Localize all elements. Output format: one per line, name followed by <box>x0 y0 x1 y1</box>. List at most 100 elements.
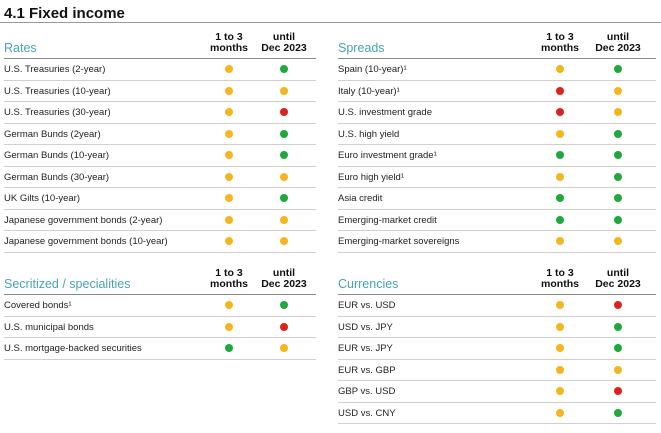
header-divider <box>4 58 316 59</box>
long-term-column-header: until Dec 2023 <box>252 32 316 54</box>
spreads-panel: Spreads 1 to 3 months until Dec 2023 Spain (1… <box>338 28 656 253</box>
short-term-column-header: 1 to 3 months <box>528 32 592 54</box>
securitized-panel: Secritized / specialities 1 to 3 months unt… <box>4 264 316 360</box>
row-label: Asia credit <box>338 193 383 204</box>
long-term-signal-dot <box>280 237 288 245</box>
row-label: USD vs. CNY <box>338 407 396 419</box>
short-term-signal-dot <box>225 344 233 352</box>
long-term-column-header-line: Dec 2023 <box>261 278 307 290</box>
table-row: Covered bonds¹ <box>4 295 316 317</box>
row-label: Spain (10-year)¹ <box>338 64 407 75</box>
table-row: German Bunds (2year) <box>4 124 316 145</box>
short-term-signal-dot <box>556 129 564 138</box>
short-term-signal-dot <box>556 172 564 181</box>
row-label: U.S. Treasuries (10-year) <box>4 85 111 97</box>
short-term-column-header-line: 1 to 3 <box>546 31 574 43</box>
row-label: UK Gilts (10-year) <box>4 193 81 204</box>
section-title: Currencies <box>338 277 399 291</box>
long-term-signal-dot <box>280 172 288 181</box>
table-row: Asia credit <box>338 188 656 210</box>
table-row: Emerging-market credit <box>338 210 656 231</box>
row-label: Emerging-market sovereigns <box>338 236 460 247</box>
short-term-column-header-line: 1 to 3 <box>546 267 574 279</box>
long-term-column-header: until Dec 2023 <box>586 32 650 54</box>
long-term-signal-dot <box>280 65 288 73</box>
table-row: U.S. investment grade <box>338 102 656 124</box>
short-term-signal-dot <box>556 151 564 159</box>
short-term-signal-dot <box>556 237 564 245</box>
short-term-column-header-line: months <box>541 42 579 54</box>
table-row: EUR vs. GBP <box>338 360 656 381</box>
short-term-column-header: 1 to 3 months <box>528 268 592 290</box>
short-term-signal-dot <box>225 108 233 116</box>
long-term-column-header: until Dec 2023 <box>586 268 650 290</box>
long-term-signal-dot <box>614 408 622 417</box>
long-term-signal-dot <box>614 237 622 245</box>
table-row: USD vs. CNY <box>338 403 656 424</box>
table-row: U.S. Treasuries (2-year) <box>4 59 316 81</box>
long-term-signal-dot <box>280 151 288 159</box>
long-term-signal-dot <box>614 365 622 374</box>
row-label: EUR vs. JPY <box>338 343 393 354</box>
short-term-signal-dot <box>556 86 564 95</box>
table-row: German Bunds (30-year) <box>4 167 316 188</box>
short-term-signal-dot <box>556 108 564 116</box>
table-row: U.S. municipal bonds <box>4 317 316 338</box>
row-label: EUR vs. USD <box>338 300 396 311</box>
row-label: Euro high yield¹ <box>338 171 405 183</box>
long-term-signal-dot <box>280 194 288 202</box>
short-term-column-header-line: 1 to 3 <box>215 267 243 279</box>
securitized-header: Secritized / specialities 1 to 3 months unt… <box>4 264 316 294</box>
long-term-signal-dot <box>614 172 622 181</box>
table-row: Japanese government bonds (2-year) <box>4 210 316 231</box>
header-divider <box>338 294 656 295</box>
short-term-signal-dot <box>556 301 564 309</box>
table-row: EUR vs. USD <box>338 295 656 317</box>
short-term-signal-dot <box>225 86 233 95</box>
row-label: Euro investment grade¹ <box>338 150 437 161</box>
short-term-signal-dot <box>556 215 564 224</box>
row-label: German Bunds (2year) <box>4 128 101 140</box>
short-term-signal-dot <box>225 301 233 309</box>
row-label: Italy (10-year)¹ <box>338 85 400 97</box>
long-term-signal-dot <box>614 215 622 224</box>
header-divider <box>338 58 656 59</box>
table-row: German Bunds (10-year) <box>4 145 316 167</box>
table-row: UK Gilts (10-year) <box>4 188 316 210</box>
row-label: U.S. high yield <box>338 128 400 140</box>
row-label: U.S. mortgage-backed securities <box>4 343 142 354</box>
title-divider <box>0 22 661 23</box>
long-term-signal-dot <box>280 344 288 352</box>
long-term-signal-dot <box>614 129 622 138</box>
row-label: Japanese government bonds (2-year) <box>4 214 163 226</box>
long-term-column-header-line: until <box>272 267 296 279</box>
short-term-column-header-line: 1 to 3 <box>215 31 243 43</box>
long-term-signal-dot <box>614 194 622 202</box>
row-label: Covered bonds¹ <box>4 300 72 311</box>
section-title: Rates <box>4 41 37 55</box>
long-term-column-header-line: Dec 2023 <box>595 278 641 290</box>
long-term-signal-dot <box>614 322 622 331</box>
short-term-signal-dot <box>556 387 564 395</box>
long-term-column-header-line: Dec 2023 <box>261 42 307 54</box>
long-term-signal-dot <box>280 129 288 138</box>
currencies-panel: Currencies 1 to 3 months until Dec 2023 EUR v… <box>338 264 656 424</box>
page-title: 4.1 Fixed income <box>4 5 125 22</box>
table-row: Euro high yield¹ <box>338 167 656 188</box>
table-row: Spain (10-year)¹ <box>338 59 656 81</box>
section-title: Spreads <box>338 41 385 55</box>
short-term-signal-dot <box>225 194 233 202</box>
short-term-column-header-line: months <box>210 42 248 54</box>
short-term-column-header: 1 to 3 months <box>197 32 261 54</box>
table-row: Italy (10-year)¹ <box>338 81 656 102</box>
short-term-signal-dot <box>225 129 233 138</box>
short-term-signal-dot <box>556 322 564 331</box>
long-term-signal-dot <box>614 65 622 73</box>
short-term-column-header-line: months <box>210 278 248 290</box>
short-term-signal-dot <box>225 237 233 245</box>
long-term-column-header-line: until <box>606 267 630 279</box>
short-term-signal-dot <box>556 194 564 202</box>
row-label: U.S. Treasuries (2-year) <box>4 64 106 75</box>
long-term-signal-dot <box>614 387 622 395</box>
currencies-header: Currencies 1 to 3 months until Dec 2023 <box>338 264 656 294</box>
